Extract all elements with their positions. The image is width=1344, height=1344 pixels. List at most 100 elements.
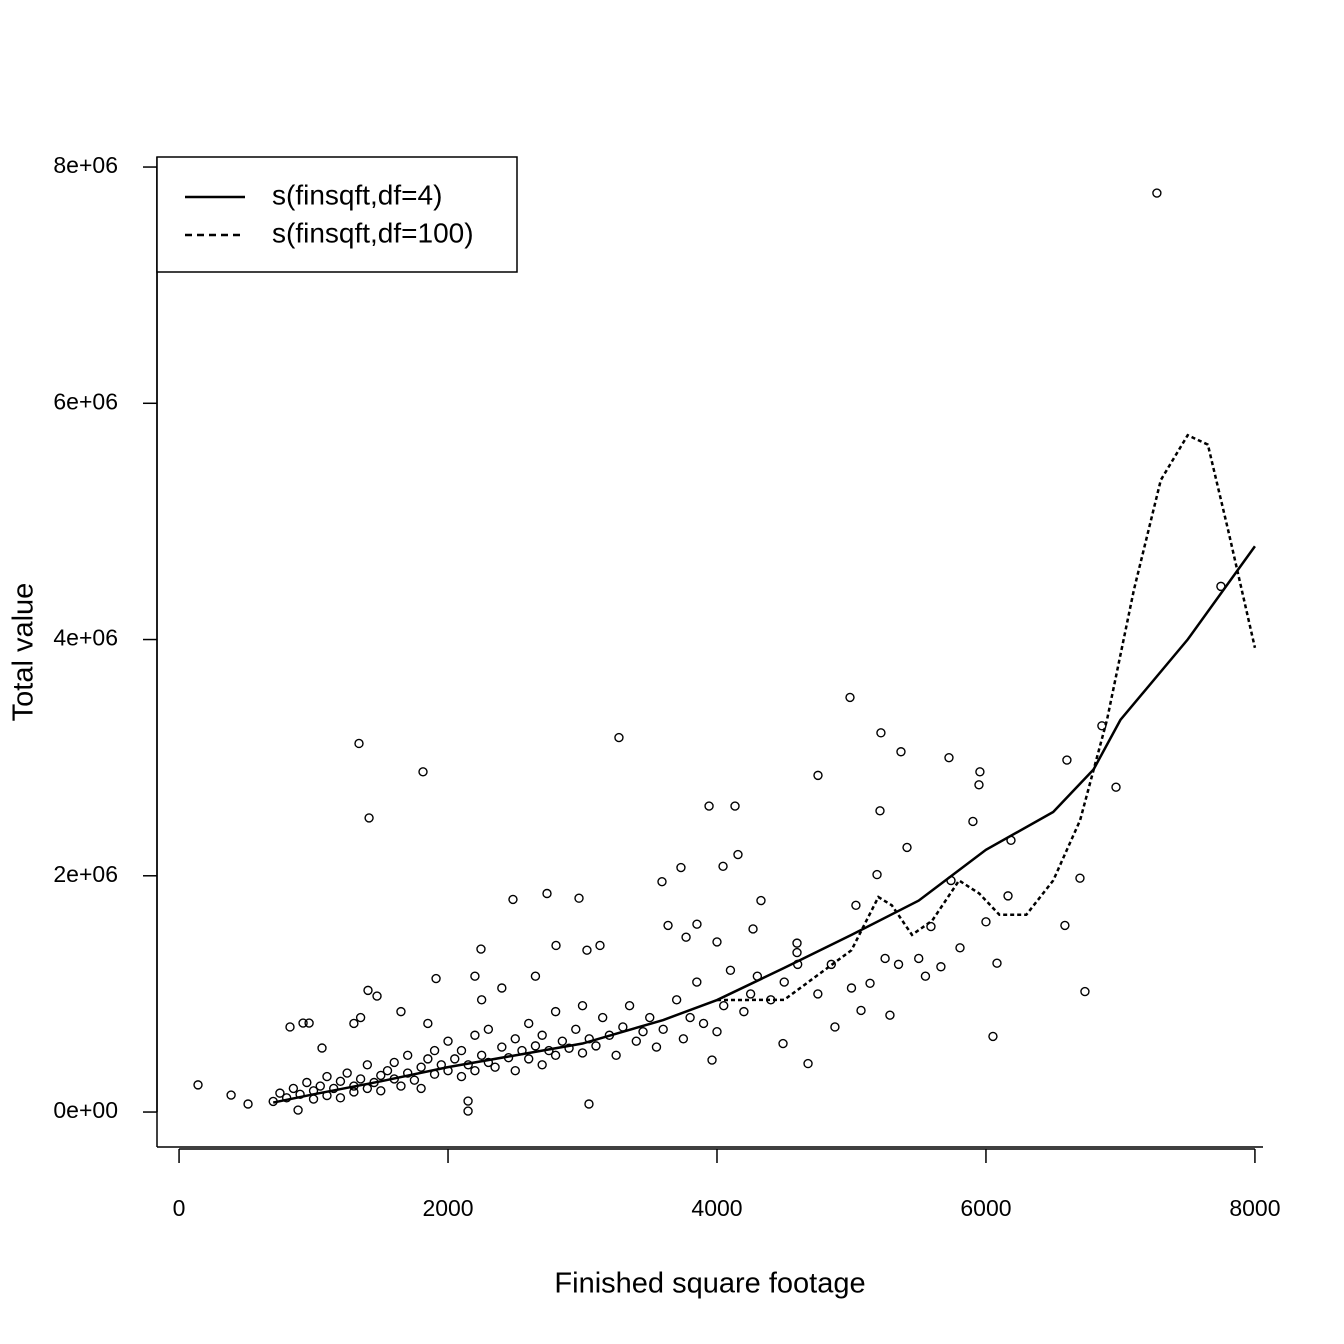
data-point <box>443 1036 453 1046</box>
data-point <box>409 1075 420 1085</box>
data-point <box>698 1018 709 1029</box>
data-point <box>885 1010 895 1020</box>
data-point <box>704 801 714 811</box>
data-point <box>926 921 936 932</box>
data-point <box>342 1068 352 1078</box>
data-point <box>402 1068 413 1078</box>
x-axis-label: Finished square footage <box>554 1268 865 1300</box>
data-point <box>1075 873 1085 883</box>
data-point <box>865 978 875 988</box>
data-point <box>285 1022 295 1032</box>
y-tick-label: 0e+00 <box>53 1097 118 1123</box>
data-point <box>355 1012 366 1023</box>
data-point <box>476 995 487 1005</box>
data-point <box>851 900 861 911</box>
data-point <box>463 1096 473 1106</box>
data-point <box>524 1018 534 1029</box>
data-point <box>719 1001 729 1011</box>
data-point <box>739 1006 749 1017</box>
data-point <box>584 1099 594 1109</box>
data-point <box>577 1001 588 1011</box>
data-point <box>363 985 373 996</box>
data-point <box>893 959 904 970</box>
data-point <box>470 1065 480 1076</box>
data-point <box>322 1071 332 1082</box>
data-point <box>226 1090 236 1100</box>
data-point <box>658 1024 668 1035</box>
data-point <box>317 1043 327 1053</box>
data-point <box>914 953 924 964</box>
x-tick-label: 2000 <box>422 1195 473 1221</box>
data-point <box>591 1041 601 1051</box>
data-point <box>497 983 507 993</box>
data-point <box>748 924 758 934</box>
data-point <box>574 893 584 903</box>
x-tick-label: 8000 <box>1229 1195 1280 1221</box>
data-point <box>456 1071 467 1082</box>
y-axis-label: Total value <box>8 583 40 722</box>
data-point <box>423 1018 433 1029</box>
data-point <box>611 1050 621 1061</box>
data-point <box>542 888 552 899</box>
data-point <box>880 953 890 964</box>
data-point <box>315 1081 325 1091</box>
data-point <box>826 959 837 970</box>
data-point <box>463 1106 473 1116</box>
data-point <box>981 917 991 927</box>
data-point <box>955 943 965 953</box>
data-point <box>692 919 702 929</box>
data-point <box>756 895 766 906</box>
data-point <box>243 1099 253 1109</box>
data-point <box>1062 755 1072 765</box>
data-point <box>1152 188 1162 198</box>
data-point <box>830 1022 840 1032</box>
data-point <box>1097 721 1107 731</box>
data-point <box>354 738 364 749</box>
data-point <box>663 920 673 931</box>
data-point <box>920 971 931 981</box>
legend-box <box>156 156 518 273</box>
data-point <box>470 1030 480 1040</box>
data-point <box>582 945 592 955</box>
data-point <box>551 940 561 951</box>
data-point <box>1111 782 1121 792</box>
data-point <box>376 1070 386 1081</box>
data-point <box>657 876 667 887</box>
data-point <box>692 977 702 987</box>
data-point <box>275 1088 285 1098</box>
data-point <box>595 940 605 951</box>
data-point <box>362 1060 373 1070</box>
data-point <box>988 1031 998 1042</box>
data-point <box>193 1080 203 1090</box>
data-point <box>416 1083 426 1094</box>
data-point <box>651 1042 662 1052</box>
data-point <box>429 1045 440 1056</box>
data-point <box>645 1012 655 1023</box>
data-point <box>745 989 756 999</box>
y-tick-label: 2e+06 <box>53 861 118 887</box>
x-tick-label: 0 <box>173 1195 186 1221</box>
data-point <box>396 1006 406 1017</box>
data-point <box>718 861 728 872</box>
data-point <box>335 1093 346 1103</box>
data-point <box>1080 986 1090 997</box>
data-point <box>614 732 624 743</box>
data-point <box>376 1086 386 1096</box>
data-point <box>676 862 686 873</box>
data-point <box>510 1065 520 1076</box>
data-point <box>476 1050 487 1061</box>
data-point <box>355 1074 366 1084</box>
data-point <box>813 989 823 999</box>
data-point <box>725 965 736 975</box>
data-point <box>364 813 374 823</box>
data-point <box>490 1062 500 1072</box>
x-tick-label: 4000 <box>691 1195 742 1221</box>
data-point <box>846 983 857 993</box>
data-point <box>936 962 946 972</box>
x-tick-label: 6000 <box>960 1195 1011 1221</box>
data-point <box>992 958 1002 968</box>
data-point <box>803 1058 813 1069</box>
data-point <box>681 932 691 942</box>
data-point <box>678 1034 689 1044</box>
data-point <box>733 849 743 860</box>
